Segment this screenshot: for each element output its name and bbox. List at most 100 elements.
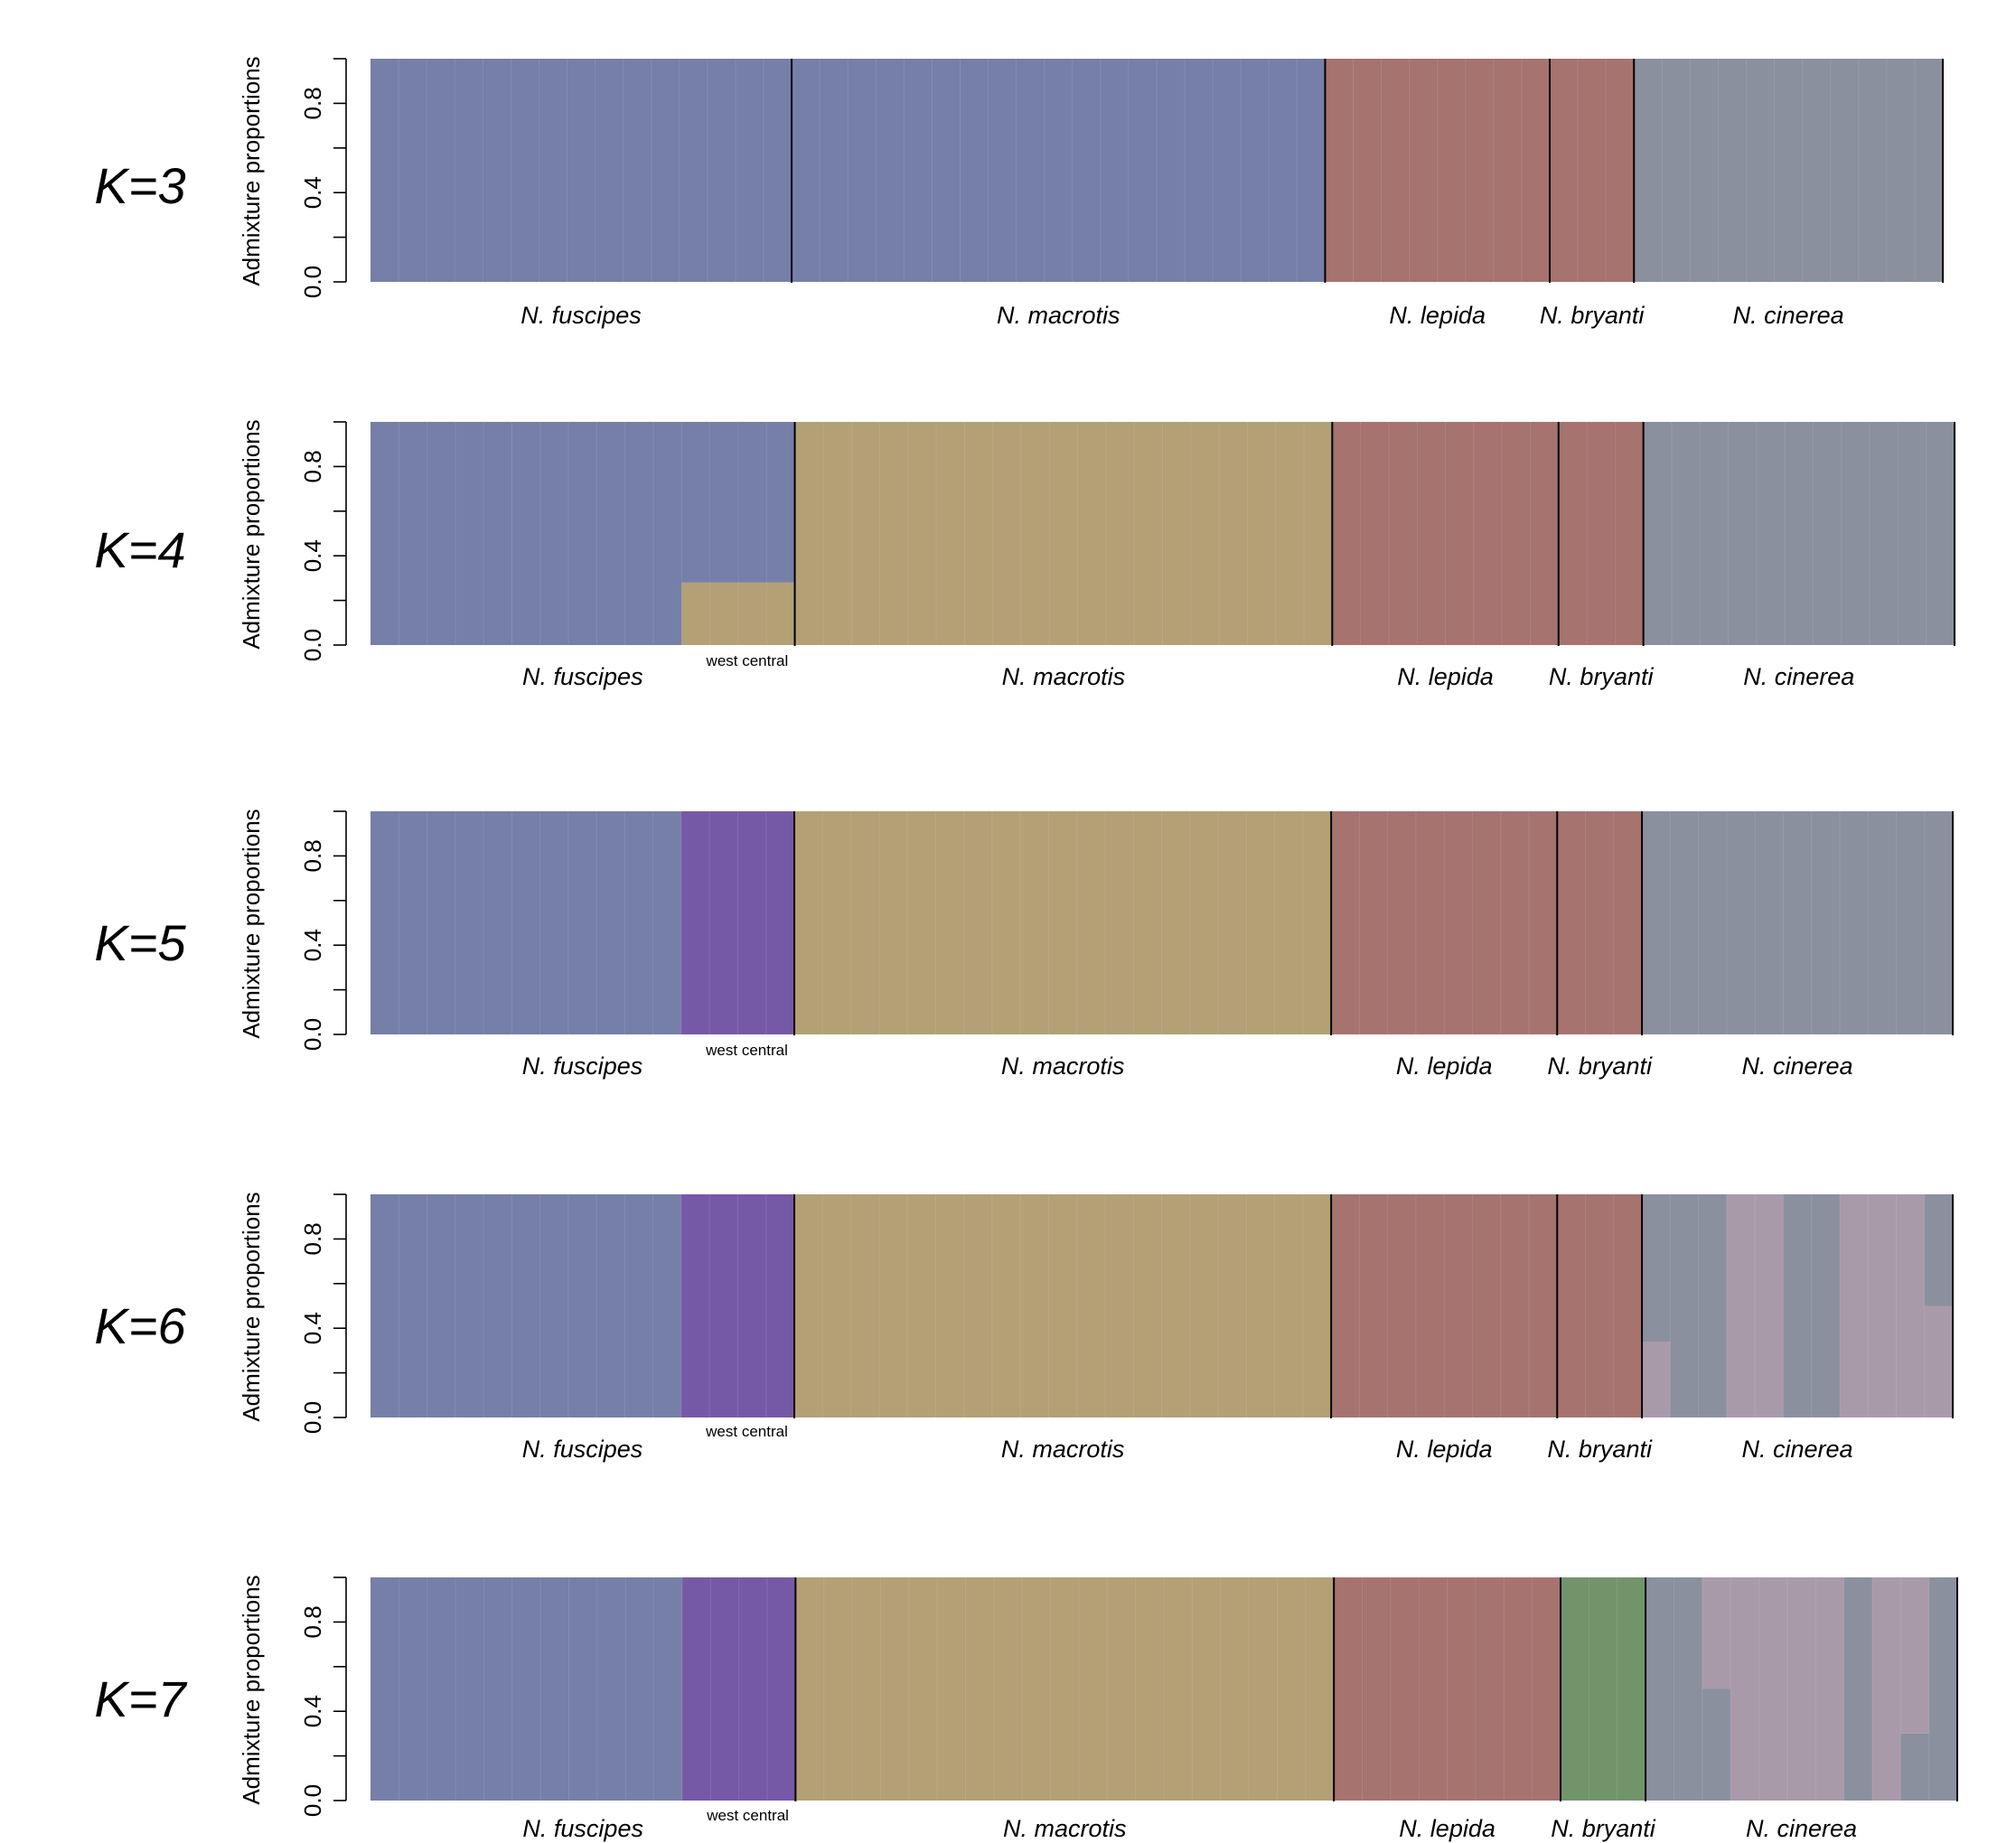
bar-segment-cinerea [1928, 1577, 1958, 1801]
bar-segment-lepida [1331, 811, 1643, 1034]
group-label: N. macrotis [1001, 1052, 1125, 1080]
group-label: N. lepida [1396, 1052, 1493, 1080]
bar-segment-cinerea [1900, 1733, 1930, 1801]
bar-segment-cinerea [1783, 1194, 1841, 1417]
group-label: N. bryanti [1547, 1436, 1653, 1463]
k-label: K=6 [94, 1297, 186, 1354]
bar-segment-lepida [1331, 1194, 1643, 1417]
bar-segment-fuscipes [370, 422, 682, 645]
y-axis-title: Admixture proportions [238, 419, 265, 649]
bar-segment-lepida [1332, 422, 1645, 645]
y-axis-title: Admixture proportions [238, 809, 265, 1038]
y-tick-label: 0.8 [299, 1605, 326, 1638]
group-label: N. fuscipes [520, 302, 642, 329]
bar-segment-cinerea [1646, 1577, 1703, 1801]
panel-K5: N. fuscipes N. macrotis N. lepida N. bryant… [94, 809, 1954, 1080]
y-tick-label: 0.8 [299, 87, 326, 119]
y-tick-label: 0.0 [299, 1401, 326, 1434]
y-tick-label: 0.4 [299, 1312, 326, 1344]
y-tick-label: 0.4 [299, 176, 326, 209]
group-label: N. fuscipes [522, 1815, 643, 1842]
bar-segment-macrotis [794, 422, 1333, 645]
y-axis-title: Admixture proportions [238, 56, 265, 285]
group-label: N. bryanti [1549, 663, 1655, 690]
group-label: N. lepida [1389, 302, 1486, 329]
group-label: N. fuscipes [522, 663, 643, 690]
subgroup-label: west central [706, 1807, 789, 1824]
y-axis-title: Admixture proportions [238, 1575, 265, 1804]
y-tick-label: 0.0 [299, 266, 326, 298]
bar-segment-fuscipes [370, 811, 682, 1034]
y-tick-label: 0.8 [299, 450, 326, 482]
group-label: N. bryanti [1540, 302, 1646, 329]
group-label: N. cinerea [1741, 1052, 1852, 1080]
bar-segment-cinerea [1670, 1194, 1728, 1417]
bar-segment-cinerea [1642, 1194, 1671, 1342]
group-label: N. lepida [1397, 663, 1494, 690]
bar-segment-cinerea2 [1730, 1577, 1845, 1801]
subgroup-label: west central [705, 1423, 788, 1440]
panel-K7: N. fuscipes N. macrotis N. lepida N. bryant… [94, 1575, 1958, 1842]
bar-segment-cinerea2 [1871, 1577, 1901, 1801]
group-label: N. macrotis [1002, 663, 1126, 690]
bar-segment-cinerea2 [1924, 1305, 1954, 1417]
panel-K6: N. fuscipes N. macrotis N. lepida N. bryant… [94, 1192, 1954, 1463]
bar-segment-macrotis [794, 811, 1332, 1034]
k-label: K=7 [94, 1670, 187, 1727]
group-label: N. cinerea [1733, 302, 1844, 329]
y-tick-label: 0.4 [299, 539, 326, 572]
y-tick-label: 0.0 [299, 1018, 326, 1051]
panel-K4: N. fuscipes N. macrotis N. lepida N. bryant… [94, 419, 1955, 690]
bar-segment-westcentral [680, 1194, 795, 1417]
bar-segment-cinerea [1843, 1577, 1873, 1801]
bar-segment-cinerea [1643, 422, 1955, 645]
bar-segment-cinerea2 [1900, 1577, 1930, 1734]
bar-segment-macrotis [681, 582, 796, 645]
bar-segment-fuscipes [370, 59, 1327, 282]
bar-segment-cinerea2 [1839, 1194, 1926, 1417]
bar-segment-bryanti [1561, 1577, 1646, 1801]
bar-segment-cinerea [1642, 811, 1954, 1034]
bar-segment-cinerea [1924, 1194, 1954, 1306]
k-label: K=3 [94, 157, 185, 214]
y-tick-label: 0.4 [299, 1695, 326, 1727]
bar-segment-macrotis [795, 1577, 1335, 1801]
group-label: N. cinerea [1746, 1815, 1857, 1842]
bar-segment-fuscipes [681, 422, 796, 583]
y-tick-label: 0.0 [299, 1784, 326, 1817]
bar-segment-lepida [1325, 59, 1635, 282]
bar-segment-cinerea2 [1726, 1194, 1784, 1417]
y-tick-label: 0.8 [299, 839, 326, 872]
group-label: N. lepida [1399, 1815, 1496, 1842]
group-label: N. cinerea [1741, 1436, 1852, 1463]
group-label: N. bryanti [1551, 1815, 1656, 1842]
group-label: N. fuscipes [522, 1436, 643, 1463]
group-label: N. fuscipes [522, 1052, 643, 1080]
bar-segment-fuscipes [370, 1194, 682, 1417]
k-label: K=4 [94, 521, 185, 578]
group-label: N. cinerea [1743, 663, 1854, 690]
group-label: N. macrotis [1003, 1815, 1127, 1842]
bar-segment-westcentral [681, 1577, 796, 1801]
subgroup-label: west central [706, 652, 789, 669]
panel-K3: N. fuscipes N. macrotis N. lepida N. bryant… [94, 56, 1944, 329]
bar-segment-macrotis [794, 1194, 1332, 1417]
subgroup-label: west central [705, 1042, 788, 1059]
k-label: K=5 [94, 914, 186, 971]
group-label: N. bryanti [1547, 1052, 1653, 1080]
y-tick-label: 0.8 [299, 1222, 326, 1255]
y-tick-label: 0.4 [299, 929, 326, 961]
bar-segment-cinerea2 [1642, 1342, 1671, 1417]
group-label: N. macrotis [1001, 1436, 1125, 1463]
bar-segment-cinerea2 [1702, 1577, 1731, 1689]
bar-segment-lepida [1334, 1577, 1561, 1801]
bar-segment-westcentral [680, 811, 795, 1034]
y-axis-title: Admixture proportions [238, 1192, 265, 1421]
bar-segment-cinerea [1702, 1689, 1731, 1801]
group-label: N. macrotis [997, 302, 1121, 329]
bar-segment-cinerea [1634, 59, 1944, 282]
group-label: N. lepida [1396, 1436, 1493, 1463]
bar-segment-fuscipes [370, 1577, 683, 1801]
y-tick-label: 0.0 [299, 629, 326, 661]
